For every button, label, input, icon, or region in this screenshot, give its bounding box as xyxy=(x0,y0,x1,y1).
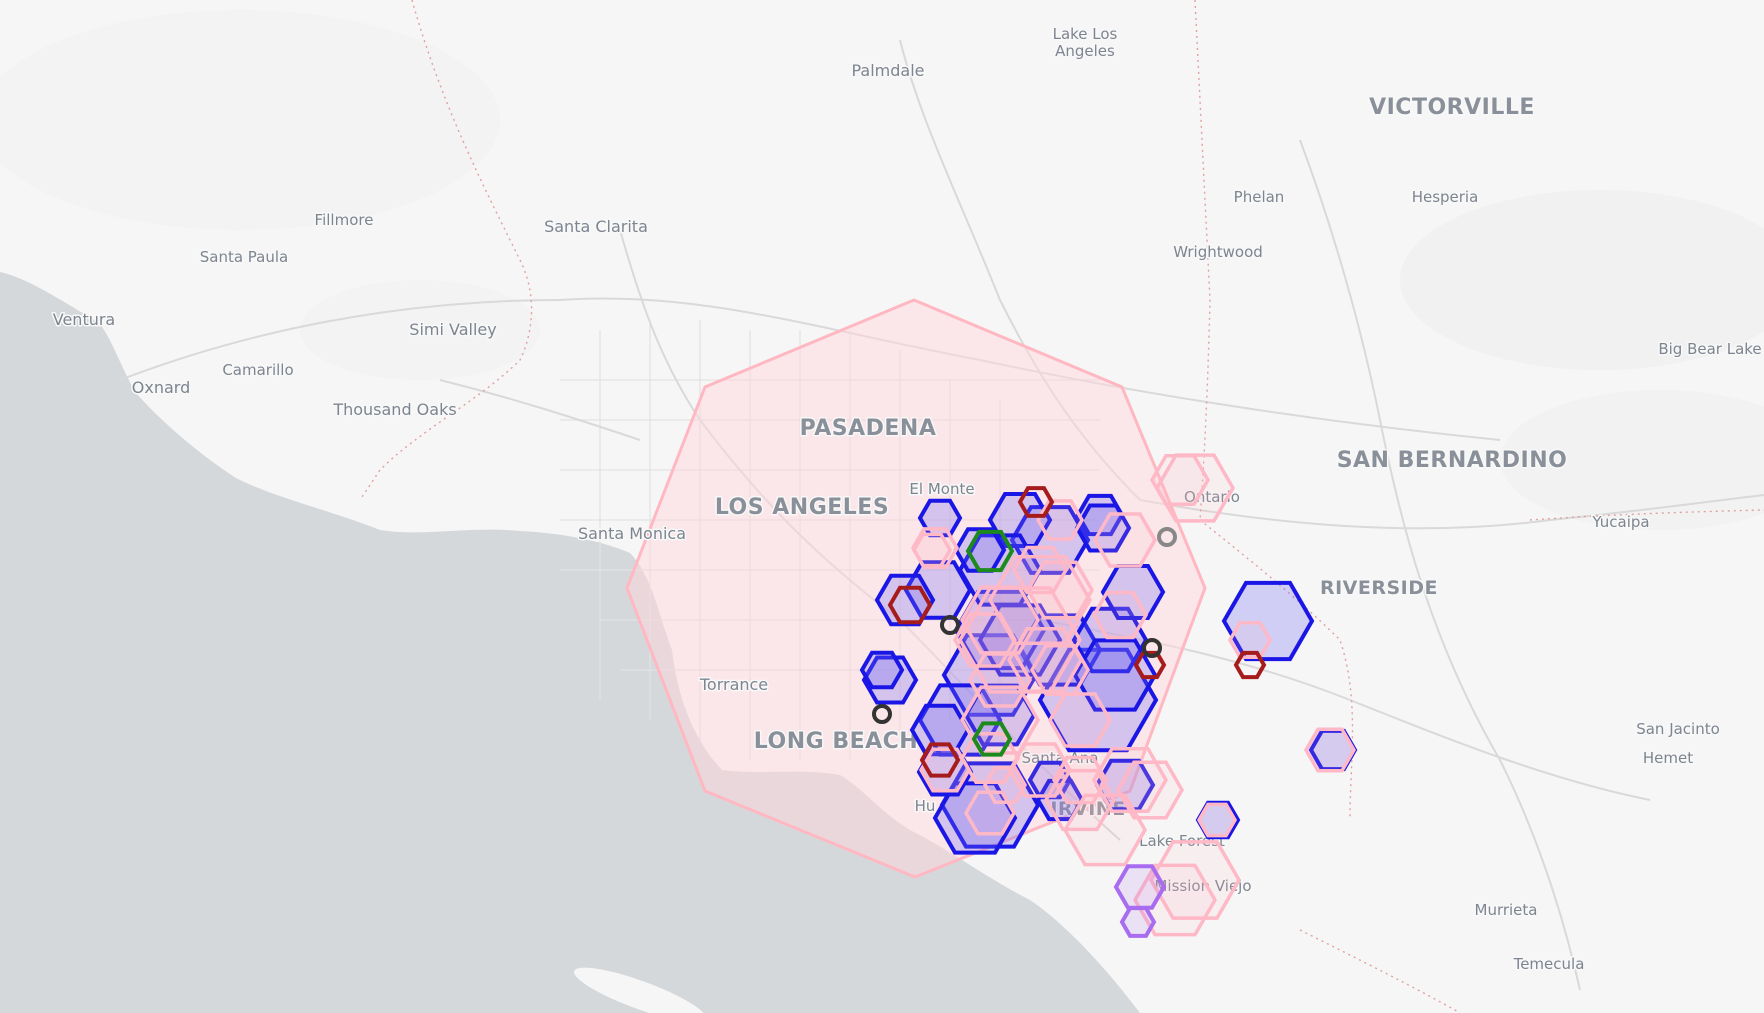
place-label-pasadena: PASADENA xyxy=(800,416,937,441)
pink-hex-marker xyxy=(959,585,1041,655)
place-label-fillmore: Fillmore xyxy=(315,211,374,229)
red-hex-marker xyxy=(887,585,933,625)
place-label-phelan: Phelan xyxy=(1234,188,1285,206)
place-label-hesperia: Hesperia xyxy=(1412,188,1479,206)
red-hex-marker xyxy=(919,742,961,778)
place-label-camarillo: Camarillo xyxy=(222,361,293,379)
blue-hex-marker xyxy=(953,527,1007,573)
pink-hex-marker xyxy=(987,554,1093,646)
pink-hex-marker xyxy=(1149,454,1211,506)
place-label-el-monte: El Monte xyxy=(909,480,974,498)
place-label-riverside: RIVERSIDE xyxy=(1320,577,1438,599)
catalina-island xyxy=(574,967,706,1013)
dark-ring-marker xyxy=(1142,638,1162,658)
blue-hex-marker xyxy=(1221,580,1315,662)
violet-hex-marker xyxy=(1113,864,1167,910)
red-hex-marker xyxy=(1017,486,1055,518)
pink-hex-marker xyxy=(1007,742,1073,798)
pink-hex-marker xyxy=(1091,747,1169,813)
place-label-santa-paula: Santa Paula xyxy=(200,248,289,266)
place-label-san-jacinto: San Jacinto xyxy=(1636,720,1720,738)
hex-cluster-layer xyxy=(859,453,1358,938)
place-label-simi-valley: Simi Valley xyxy=(409,320,496,339)
place-label-ventura: Ventura xyxy=(53,310,115,329)
place-label-hemet: Hemet xyxy=(1643,749,1693,767)
place-label-wrightwood: Wrightwood xyxy=(1173,243,1263,261)
county-boundaries xyxy=(359,0,1764,1013)
place-label-long-beach: LONG BEACH xyxy=(754,729,918,754)
place-label-thousand-oaks: Thousand Oaks xyxy=(332,400,456,419)
place-label-los-angeles: LOS ANGELES xyxy=(715,495,889,520)
pink-hex-marker xyxy=(1035,499,1085,541)
pink-hex-marker xyxy=(1091,590,1149,640)
place-label-temecula: Temecula xyxy=(1513,955,1585,973)
place-label-mission-viejo: Mission Viejo xyxy=(1154,877,1251,895)
place-label-yucaipa: Yucaipa xyxy=(1591,513,1649,531)
place-label-palmdale: Palmdale xyxy=(851,61,924,80)
highways xyxy=(119,39,1764,991)
place-label-murrieta: Murrieta xyxy=(1475,901,1538,919)
place-label-oxnard: Oxnard xyxy=(132,378,190,397)
pink-hex-marker xyxy=(1051,755,1109,805)
pink-hex-marker xyxy=(1092,512,1158,568)
blue-hex-marker xyxy=(909,703,971,757)
pink-hex-marker xyxy=(1115,760,1185,820)
red-hex-marker xyxy=(1233,650,1267,680)
pink-hex-marker xyxy=(1303,727,1357,773)
pink-hex-marker xyxy=(1025,560,1095,620)
place-label-san-bernardino: SAN BERNARDINO xyxy=(1337,448,1568,473)
pink-hex-marker xyxy=(911,532,953,568)
place-label-lake-los-angeles-1: Lake Los xyxy=(1053,25,1118,43)
place-label-huntington: Hu xyxy=(915,797,936,815)
violet-hex-marker xyxy=(1119,906,1157,938)
pink-hex-marker xyxy=(1196,802,1238,838)
place-label-lake-los-angeles-2: Angeles xyxy=(1055,42,1115,60)
pink-hex-marker xyxy=(1006,627,1084,693)
place-label-torrance: Torrance xyxy=(699,675,768,694)
place-label-santa-clarita: Santa Clarita xyxy=(544,217,648,236)
green-hex-marker xyxy=(971,721,1013,757)
pink-hex-marker xyxy=(1132,863,1218,937)
place-label-victorville: VICTORVILLE xyxy=(1369,95,1535,120)
blue-hex-marker xyxy=(859,650,905,690)
dark-ring-marker xyxy=(940,615,960,635)
pink-hex-marker xyxy=(1148,840,1242,920)
terrain-layer xyxy=(0,10,1764,530)
dark-ring-marker xyxy=(872,704,892,724)
pink-hex-marker xyxy=(1047,692,1113,748)
place-label-santa-monica: Santa Monica xyxy=(578,524,686,543)
green-hex-marker xyxy=(965,529,1015,573)
gray-ring-marker xyxy=(1157,527,1177,547)
place-label-big-bear-lake: Big Bear Lake xyxy=(1658,340,1761,358)
